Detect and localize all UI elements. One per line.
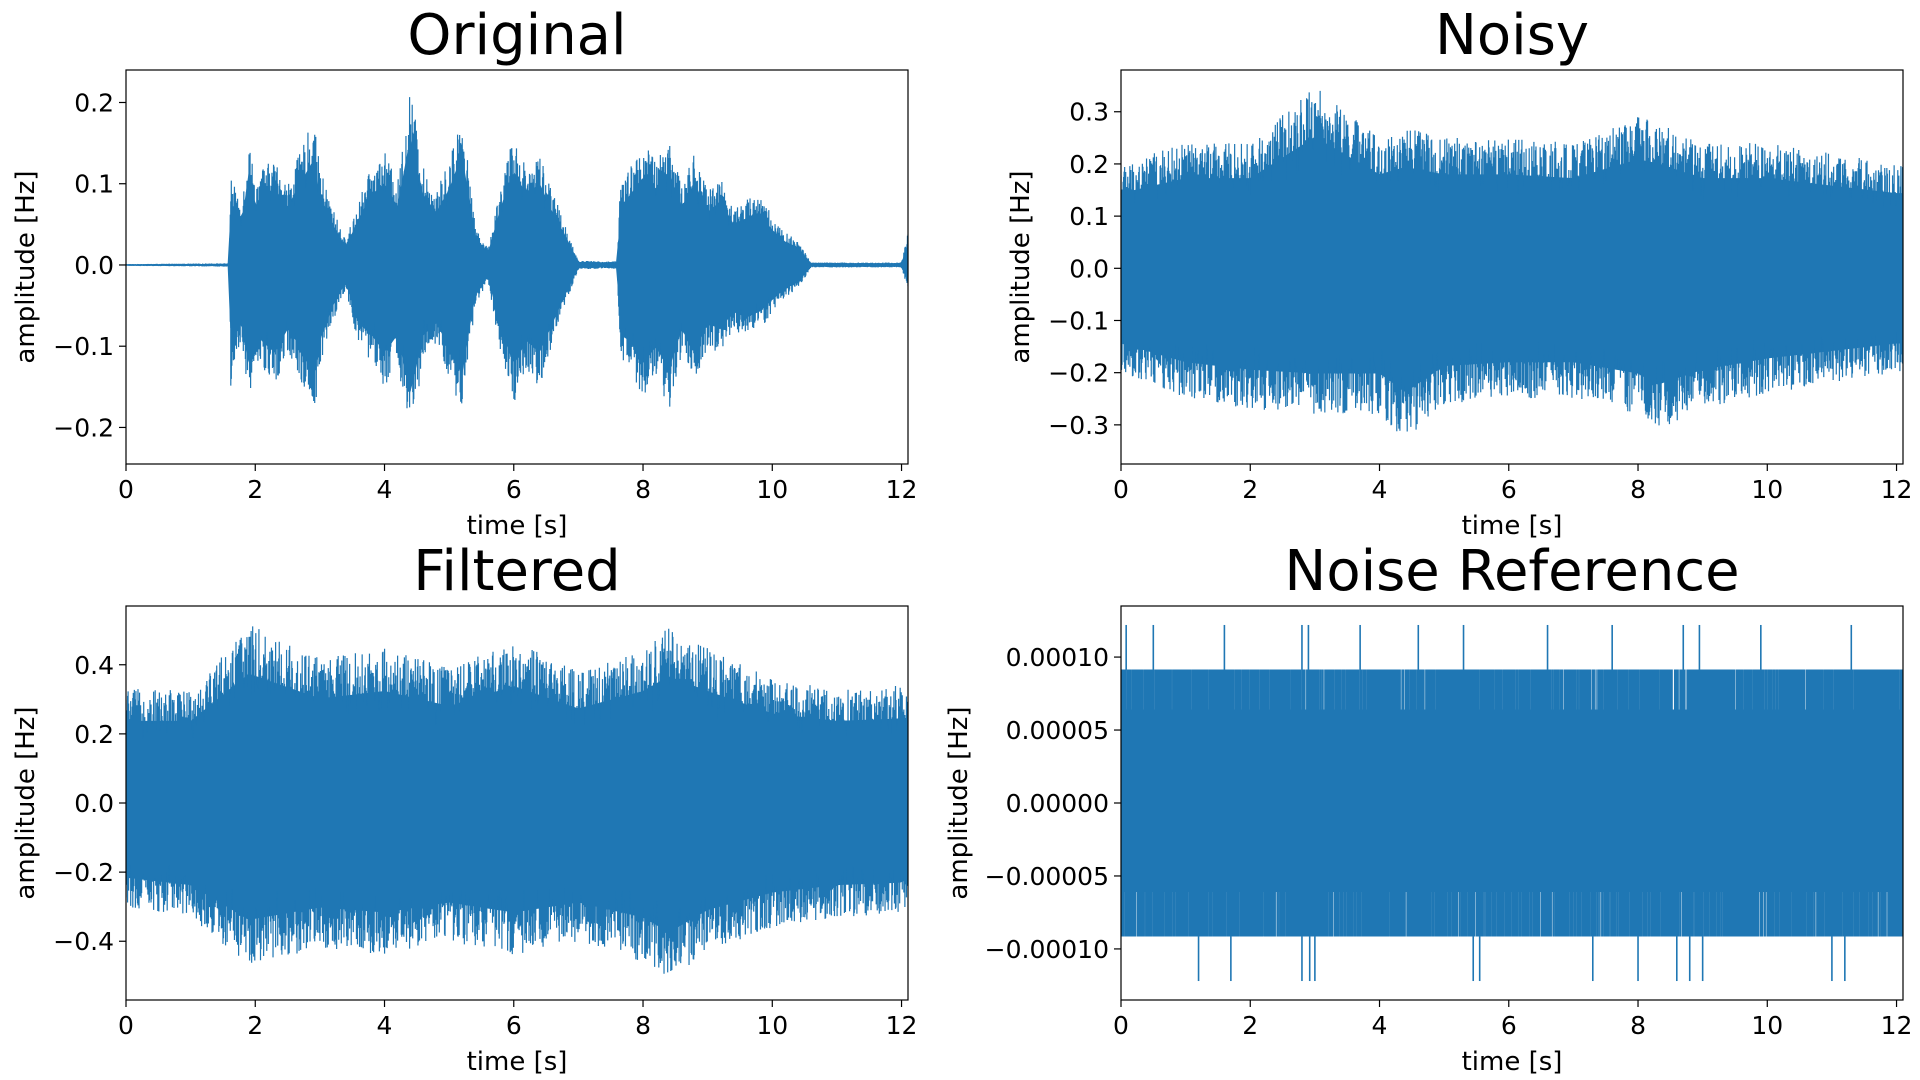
- series-waveform: [126, 626, 908, 974]
- x-tick-label: 2: [1242, 1011, 1258, 1040]
- y-axis-label: amplitude [Hz]: [11, 170, 41, 363]
- x-tick-label: 4: [377, 1011, 393, 1040]
- x-tick-label: 6: [1501, 475, 1517, 504]
- x-tick-label: 10: [1751, 475, 1783, 504]
- y-tick-label: −0.2: [53, 858, 114, 887]
- x-tick-label: 0: [118, 475, 134, 504]
- y-tick-label: 0.2: [74, 720, 114, 749]
- y-axis-label: amplitude [Hz]: [11, 706, 41, 899]
- y-tick-label: −0.1: [1048, 306, 1109, 335]
- y-tick-label: 0.1: [1069, 202, 1109, 231]
- noise-band-lines: [1121, 669, 1903, 937]
- subplot-1: 0 2 4 6 8 10 12 −0.2 −0.1 0.0 0.1 0.2 Original time […: [11, 3, 917, 541]
- x-tick-label: 6: [506, 1011, 522, 1040]
- x-tick-label: 0: [1113, 475, 1129, 504]
- y-tick-label: −0.3: [1048, 411, 1109, 440]
- y-tick-label: 0.3: [1069, 98, 1109, 127]
- x-tick-label: 2: [1242, 475, 1258, 504]
- y-tick-label: 0.0: [1069, 254, 1109, 283]
- subplot-2: 0 2 4 6 8 10 12 −0.3 −0.2 −0.1 0.0 0.1 0.2 0.3 Noisy ti…: [1006, 3, 1912, 541]
- x-tick-label: 0: [118, 1011, 134, 1040]
- x-tick-label: 10: [1751, 1011, 1783, 1040]
- y-axis-label: amplitude [Hz]: [1006, 170, 1036, 363]
- y-axis-label: amplitude [Hz]: [944, 706, 974, 899]
- x-tick-label: 6: [1501, 1011, 1517, 1040]
- chart-title: Original: [407, 3, 626, 68]
- chart-title: Noise Reference: [1284, 539, 1739, 604]
- x-tick-label: 4: [1372, 1011, 1388, 1040]
- x-tick-label: 10: [756, 1011, 788, 1040]
- y-tick-label: 0.0: [74, 789, 114, 818]
- x-axis-label: time [s]: [467, 1047, 568, 1077]
- y-tick-label: 0.1: [74, 170, 114, 199]
- x-tick-label: 10: [756, 475, 788, 504]
- x-tick-label: 2: [247, 1011, 263, 1040]
- y-tick-label: −0.00010: [985, 935, 1109, 964]
- axes-frame: [125, 69, 909, 465]
- y-tick-label: −0.1: [53, 332, 114, 361]
- axes-frame: [1120, 69, 1904, 465]
- x-axis-label: time [s]: [467, 511, 568, 541]
- x-tick-label: 0: [1113, 1011, 1129, 1040]
- x-tick-label: 12: [1881, 475, 1913, 504]
- subplot-3: 0 2 4 6 8 10 12 −0.4 −0.2 0.0 0.2 0.4 Filtered time […: [11, 539, 917, 1077]
- x-tick-label: 12: [886, 475, 918, 504]
- x-tick-label: 12: [886, 1011, 918, 1040]
- series-waveform: [1121, 624, 1903, 982]
- waveform-line: [126, 626, 908, 974]
- x-tick-label: 8: [635, 475, 651, 504]
- x-tick-label: 8: [1630, 1011, 1646, 1040]
- y-tick-label: 0.0: [74, 251, 114, 280]
- x-tick-label: 8: [1630, 475, 1646, 504]
- x-tick-label: 4: [1372, 475, 1388, 504]
- y-tick-label: −0.2: [1048, 359, 1109, 388]
- series-waveform: [1121, 90, 1903, 432]
- y-tick-label: 0.00010: [1006, 643, 1109, 672]
- waveform-line: [126, 97, 908, 409]
- x-tick-label: 4: [377, 475, 393, 504]
- series-waveform: [126, 97, 908, 409]
- y-tick-label: 0.00005: [1006, 716, 1109, 745]
- x-axis-label: time [s]: [1462, 511, 1563, 541]
- chart-title: Filtered: [413, 539, 620, 604]
- x-tick-label: 8: [635, 1011, 651, 1040]
- x-tick-label: 2: [247, 475, 263, 504]
- y-tick-label: 0.2: [1069, 150, 1109, 179]
- chart-title: Noisy: [1435, 3, 1589, 68]
- y-tick-label: −0.00005: [985, 862, 1109, 891]
- x-tick-label: 6: [506, 475, 522, 504]
- x-axis-label: time [s]: [1462, 1047, 1563, 1077]
- y-tick-label: −0.2: [53, 413, 114, 442]
- y-tick-label: −0.4: [53, 927, 114, 956]
- waveform-line: [1121, 90, 1903, 432]
- x-tick-label: 12: [1881, 1011, 1913, 1040]
- y-tick-label: 0.2: [74, 88, 114, 117]
- subplot-4: 0 2 4 6 8 10 12 −0.00010 −0.00005 0.00000 0.00005 0…: [944, 539, 1912, 1077]
- y-tick-label: 0.4: [74, 651, 114, 680]
- y-tick-label: 0.00000: [1006, 789, 1109, 818]
